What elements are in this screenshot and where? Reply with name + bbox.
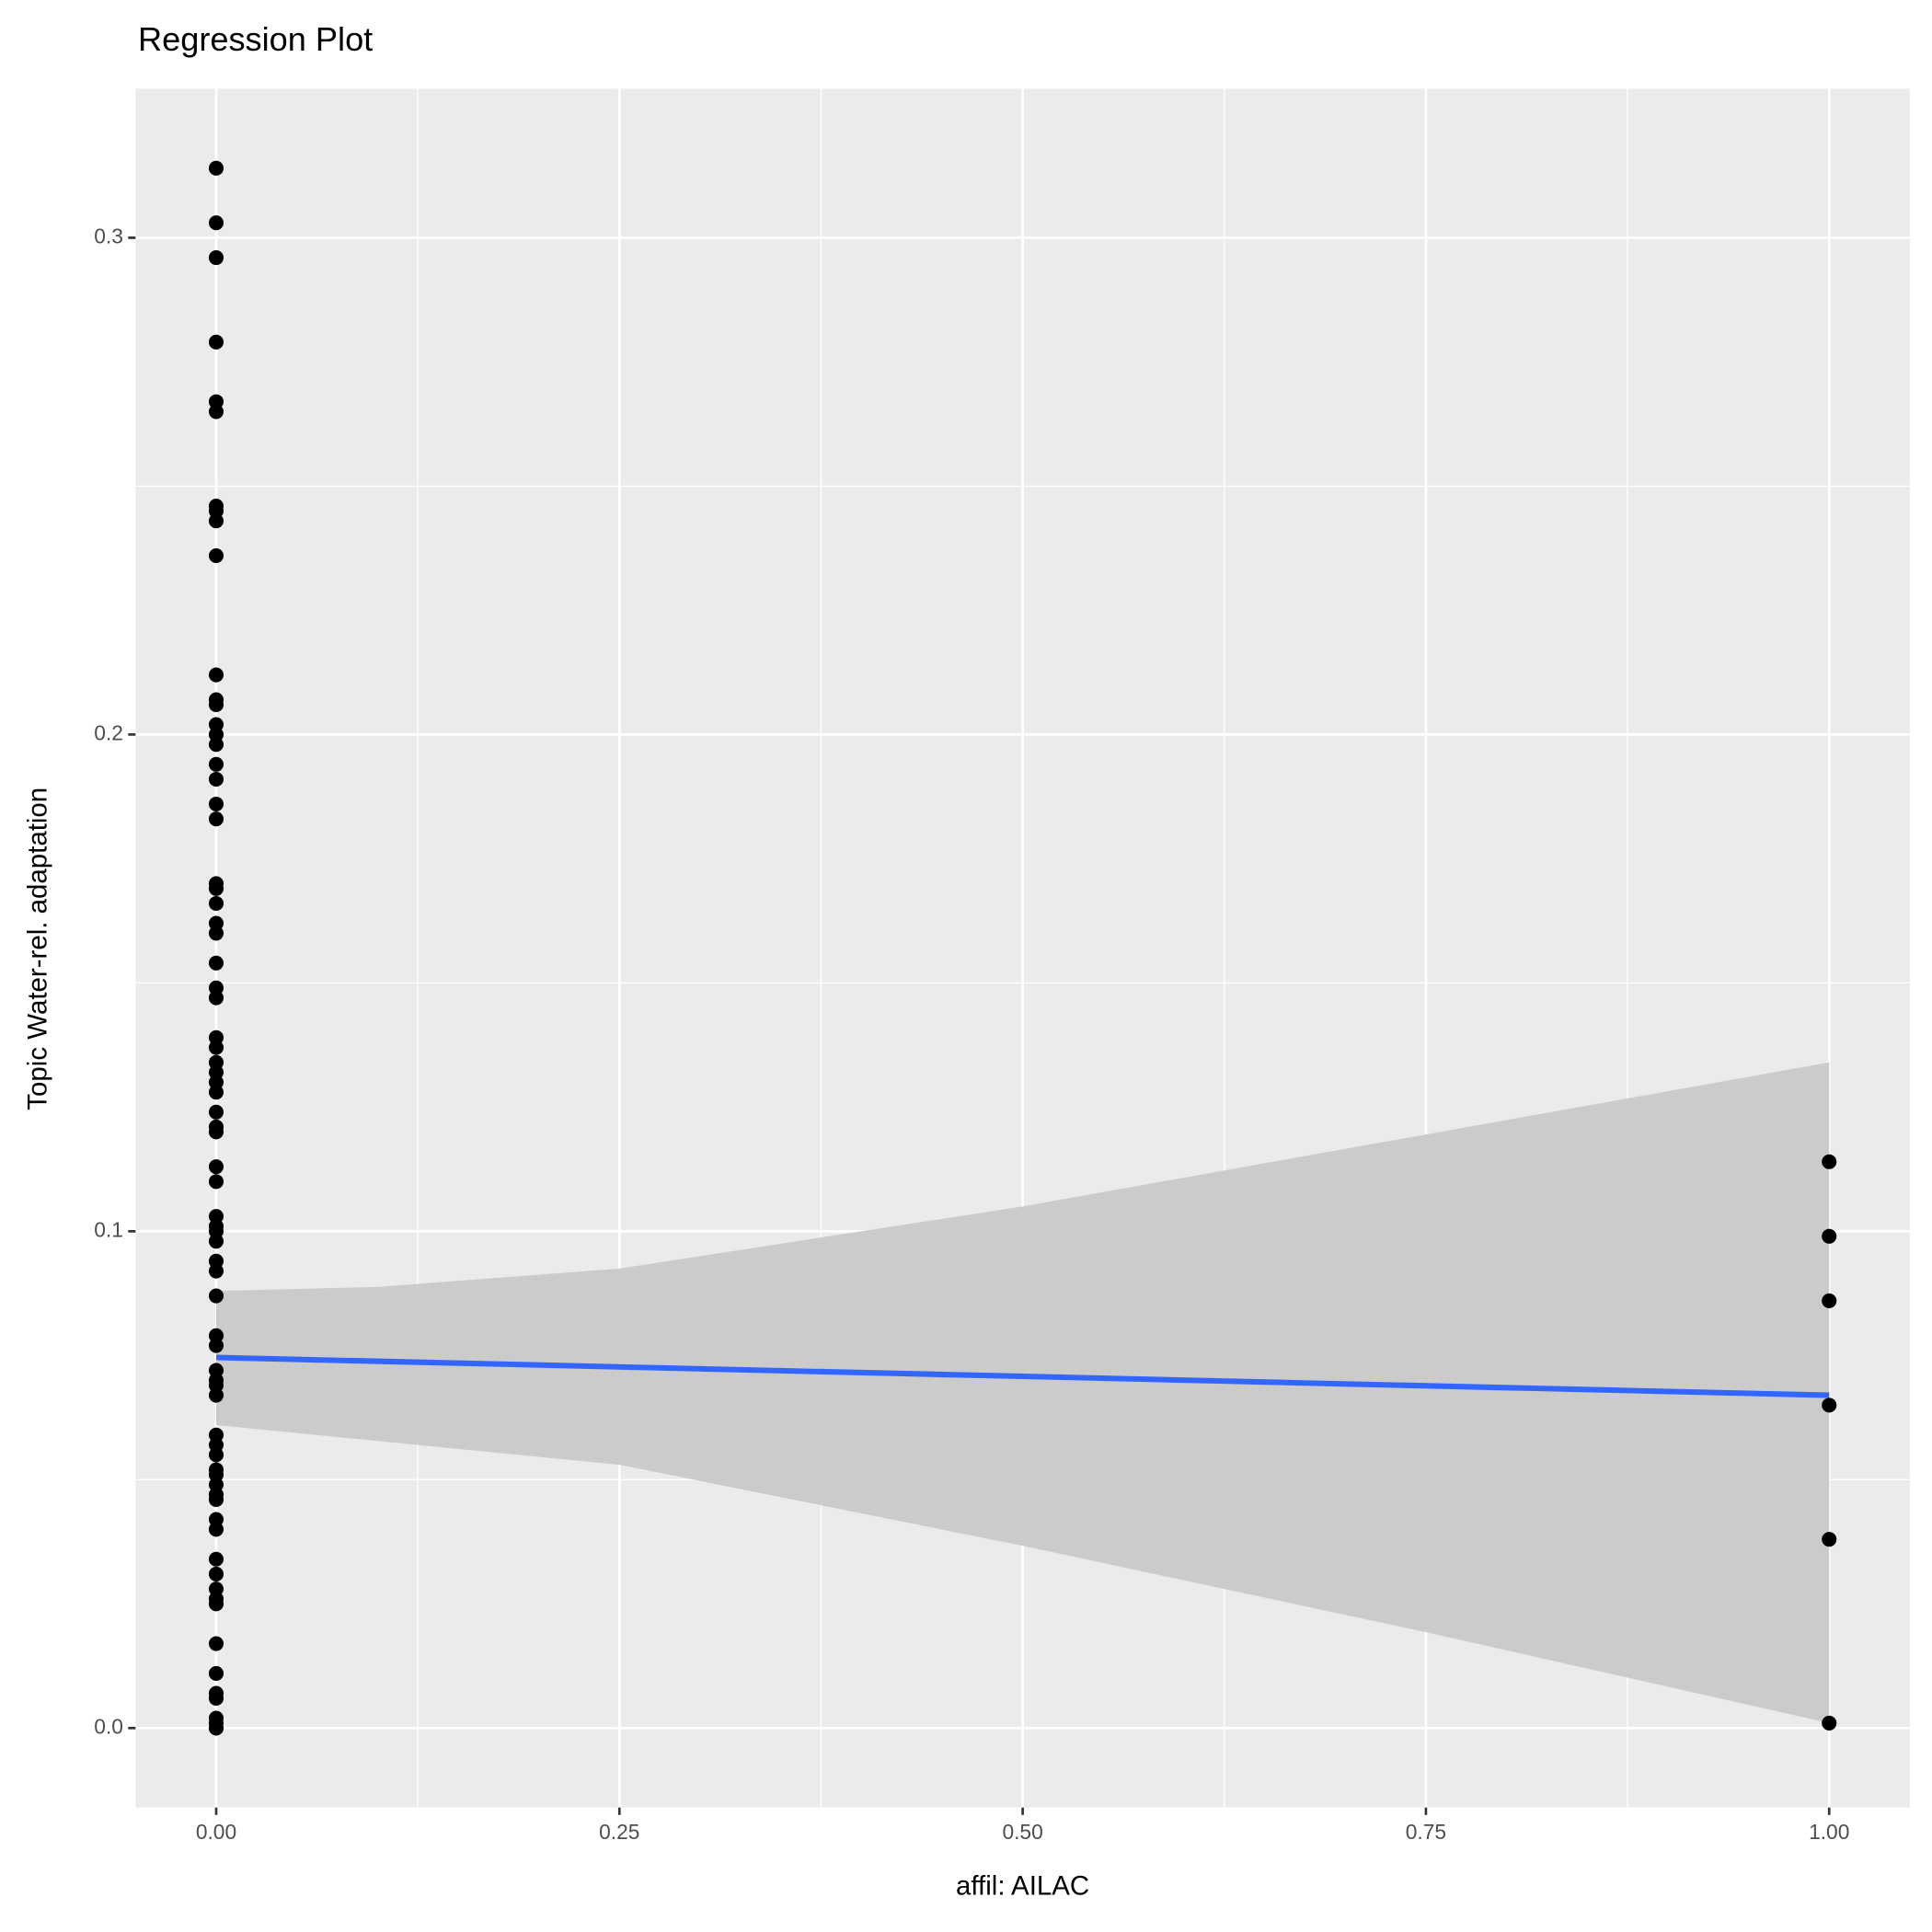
point — [208, 1234, 224, 1249]
x-tick-label: 0.00 — [196, 1820, 236, 1844]
y-tick-label: 0.0 — [94, 1714, 123, 1738]
point — [208, 955, 224, 971]
point — [1822, 1397, 1837, 1413]
point — [208, 696, 224, 713]
point — [208, 1596, 224, 1612]
point — [208, 880, 224, 896]
point — [208, 547, 224, 564]
point — [208, 1522, 224, 1537]
point — [1822, 1154, 1837, 1169]
point — [208, 756, 224, 772]
point — [208, 1159, 224, 1175]
y-tick-label: 0.3 — [94, 224, 123, 247]
point — [208, 1387, 224, 1403]
y-tick-label: 0.2 — [94, 720, 123, 744]
point — [208, 1447, 224, 1463]
confidence-band — [215, 1062, 1830, 1723]
x-tick-label: 0.50 — [1002, 1820, 1042, 1844]
fit-line — [215, 1354, 1830, 1398]
point — [208, 811, 224, 827]
point — [1822, 1228, 1837, 1244]
x-tick-label: 0.75 — [1406, 1820, 1446, 1844]
point — [208, 1566, 224, 1581]
point — [208, 1174, 224, 1190]
point — [1822, 1532, 1837, 1547]
point — [208, 1040, 224, 1055]
x-tick-label: 0.25 — [599, 1820, 639, 1844]
point — [208, 1551, 224, 1567]
point — [1822, 1715, 1837, 1731]
point — [1822, 1293, 1837, 1308]
marks — [208, 160, 1837, 1736]
point — [208, 737, 224, 753]
point — [208, 1491, 224, 1507]
y-axis-title: Topic Water-rel. adaptation — [23, 788, 53, 1110]
point — [208, 1288, 224, 1304]
point — [208, 1263, 224, 1279]
point — [208, 667, 224, 683]
point — [208, 215, 224, 231]
point — [208, 926, 224, 941]
point — [208, 1690, 224, 1706]
point — [208, 895, 224, 912]
y-tick-label: 0.1 — [94, 1217, 123, 1241]
point — [208, 1665, 224, 1681]
point — [208, 1124, 224, 1140]
x-axis-title: affil: AILAC — [956, 1871, 1089, 1902]
point — [208, 771, 224, 788]
point — [208, 1104, 224, 1120]
x-tick-label: 1.00 — [1809, 1820, 1849, 1844]
point — [208, 249, 224, 266]
point — [208, 1085, 224, 1100]
point — [208, 160, 224, 176]
point — [208, 1720, 224, 1736]
point — [208, 513, 224, 529]
point — [208, 1636, 224, 1651]
point — [208, 796, 224, 812]
chart-title: Regression Plot — [138, 20, 373, 58]
point — [208, 334, 224, 350]
point — [208, 1338, 224, 1353]
point — [208, 404, 224, 420]
point — [208, 990, 224, 1006]
